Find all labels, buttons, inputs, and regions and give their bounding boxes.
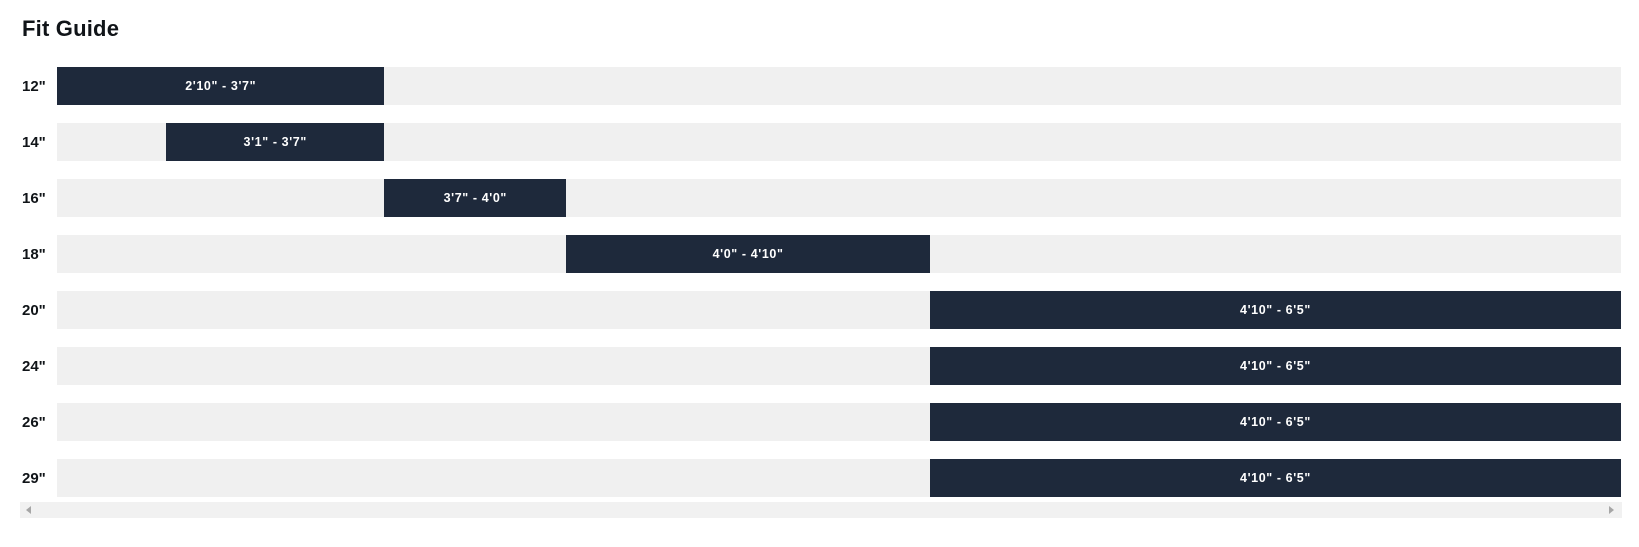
- height-range-bar: 4'10" - 6'5": [929, 291, 1621, 329]
- fit-guide-row: 16" 3'7" - 4'0": [0, 179, 1639, 217]
- wheel-size-label: 20": [0, 291, 57, 329]
- scroll-left-arrow-icon[interactable]: [26, 506, 31, 514]
- scroll-right-arrow-icon[interactable]: [1609, 506, 1614, 514]
- row-track: 3'1" - 3'7": [57, 123, 1621, 161]
- height-range-bar: 2'10" - 3'7": [57, 67, 385, 105]
- fit-guide-row: 14" 3'1" - 3'7": [0, 123, 1639, 161]
- row-track: 4'10" - 6'5": [57, 403, 1621, 441]
- height-range-label: 4'0" - 4'10": [712, 247, 784, 261]
- wheel-size-label: 29": [0, 459, 57, 497]
- height-range-label: 4'10" - 6'5": [1240, 359, 1311, 373]
- height-range-label: 4'10" - 6'5": [1240, 415, 1311, 429]
- row-track: 2'10" - 3'7": [57, 67, 1621, 105]
- height-range-label: 3'7" - 4'0": [443, 191, 507, 205]
- wheel-size-label: 18": [0, 235, 57, 273]
- height-range-bar: 3'7" - 4'0": [384, 179, 567, 217]
- height-range-bar: 4'0" - 4'10": [566, 235, 930, 273]
- height-range-label: 3'1" - 3'7": [243, 135, 307, 149]
- wheel-size-label: 24": [0, 347, 57, 385]
- row-track: 4'0" - 4'10": [57, 235, 1621, 273]
- height-range-bar: 3'1" - 3'7": [166, 123, 385, 161]
- height-range-label: 2'10" - 3'7": [185, 79, 257, 93]
- fit-guide-row: 26" 4'10" - 6'5": [0, 403, 1639, 441]
- row-track: 4'10" - 6'5": [57, 347, 1621, 385]
- fit-guide-row: 24" 4'10" - 6'5": [0, 347, 1639, 385]
- height-range-label: 4'10" - 6'5": [1240, 471, 1311, 485]
- horizontal-scrollbar[interactable]: [20, 502, 1622, 518]
- row-track: 3'7" - 4'0": [57, 179, 1621, 217]
- fit-guide-row: 18" 4'0" - 4'10": [0, 235, 1639, 273]
- row-track: 4'10" - 6'5": [57, 291, 1621, 329]
- wheel-size-label: 16": [0, 179, 57, 217]
- wheel-size-label: 26": [0, 403, 57, 441]
- height-range-label: 4'10" - 6'5": [1240, 303, 1311, 317]
- wheel-size-label: 12": [0, 67, 57, 105]
- height-range-bar: 4'10" - 6'5": [929, 459, 1621, 497]
- fit-guide-chart: 12" 2'10" - 3'7" 14" 3'1" - 3'7" 16" 3'7…: [0, 67, 1639, 515]
- fit-guide-row: 20" 4'10" - 6'5": [0, 291, 1639, 329]
- row-track: 4'10" - 6'5": [57, 459, 1621, 497]
- height-range-bar: 4'10" - 6'5": [929, 403, 1621, 441]
- fit-guide-row: 12" 2'10" - 3'7": [0, 67, 1639, 105]
- height-range-bar: 4'10" - 6'5": [929, 347, 1621, 385]
- page-title: Fit Guide: [22, 16, 120, 41]
- fit-guide-row: 29" 4'10" - 6'5": [0, 459, 1639, 497]
- wheel-size-label: 14": [0, 123, 57, 161]
